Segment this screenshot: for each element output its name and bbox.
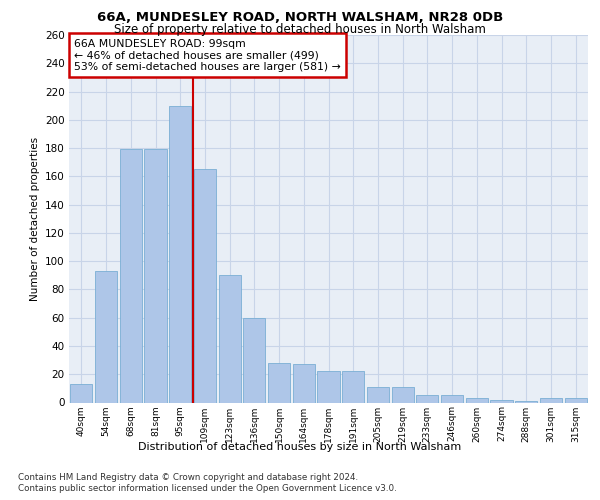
Text: 66A MUNDESLEY ROAD: 99sqm
← 46% of detached houses are smaller (499)
53% of semi: 66A MUNDESLEY ROAD: 99sqm ← 46% of detac…: [74, 38, 341, 72]
Bar: [392, 387, 414, 402]
Bar: [490, 400, 512, 402]
Bar: [416, 396, 439, 402]
Bar: [441, 396, 463, 402]
Text: Contains HM Land Registry data © Crown copyright and database right 2024.: Contains HM Land Registry data © Crown c…: [18, 472, 358, 482]
Text: Contains public sector information licensed under the Open Government Licence v3: Contains public sector information licen…: [18, 484, 397, 493]
Bar: [317, 372, 340, 402]
Y-axis label: Number of detached properties: Number of detached properties: [29, 136, 40, 301]
Bar: [540, 398, 562, 402]
Bar: [70, 384, 92, 402]
Bar: [95, 271, 117, 402]
Bar: [466, 398, 488, 402]
Text: Distribution of detached houses by size in North Walsham: Distribution of detached houses by size …: [139, 442, 461, 452]
Bar: [194, 170, 216, 402]
Bar: [243, 318, 265, 402]
Bar: [342, 372, 364, 402]
Bar: [515, 401, 538, 402]
Bar: [169, 106, 191, 403]
Bar: [145, 150, 167, 402]
Bar: [367, 387, 389, 402]
Bar: [218, 276, 241, 402]
Bar: [565, 398, 587, 402]
Bar: [293, 364, 315, 403]
Text: 66A, MUNDESLEY ROAD, NORTH WALSHAM, NR28 0DB: 66A, MUNDESLEY ROAD, NORTH WALSHAM, NR28…: [97, 11, 503, 24]
Bar: [268, 363, 290, 403]
Bar: [119, 150, 142, 402]
Text: Size of property relative to detached houses in North Walsham: Size of property relative to detached ho…: [114, 22, 486, 36]
